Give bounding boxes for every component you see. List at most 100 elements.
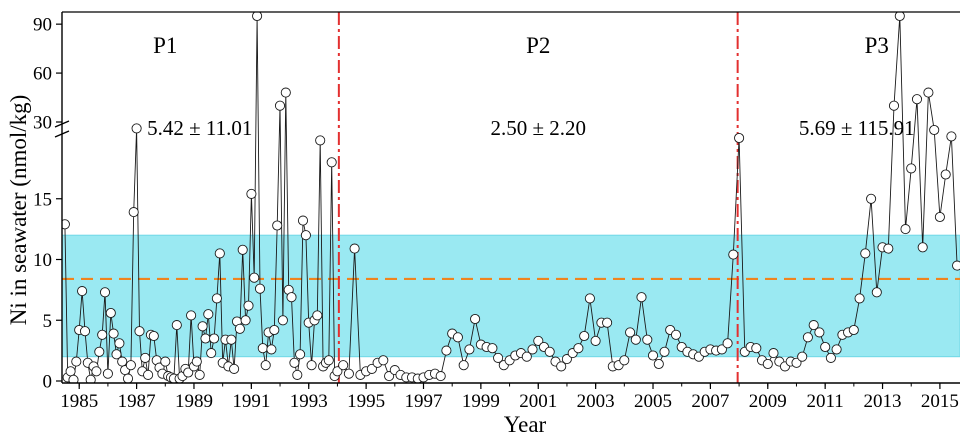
data-point (866, 193, 877, 204)
data-point (579, 330, 590, 342)
period-label-2: P2 (526, 33, 550, 58)
data-point (243, 300, 254, 311)
data-point (762, 358, 773, 370)
x-tick-label: 2013 (864, 391, 902, 412)
data-point (900, 224, 911, 235)
data-point (487, 343, 498, 354)
data-point (894, 12, 905, 22)
data-point (71, 356, 82, 367)
data-point (590, 335, 601, 346)
data-point (108, 328, 119, 339)
data-point (297, 215, 309, 226)
x-tick-label: 2009 (749, 391, 787, 412)
data-point (349, 243, 360, 254)
shaded-band-layer (62, 234, 960, 358)
data-point (249, 272, 260, 283)
data-point (458, 360, 469, 371)
data-point (191, 356, 202, 367)
data-point (929, 124, 940, 136)
data-point (435, 371, 446, 382)
x-tick-label: 1999 (462, 391, 500, 412)
data-point (194, 369, 205, 380)
x-tick-label: 1987 (118, 391, 156, 412)
data-point (952, 260, 960, 271)
data-point (102, 368, 113, 379)
data-point (854, 293, 865, 304)
data-point (751, 343, 762, 354)
data-point (229, 363, 240, 374)
data-point (527, 344, 538, 355)
data-point (452, 332, 463, 343)
data-point (326, 157, 337, 168)
data-point (630, 334, 641, 345)
data-point (602, 317, 613, 328)
data-point (206, 348, 217, 359)
data-point (323, 355, 334, 366)
y-tick-label: 5 (43, 311, 53, 332)
period-stat-3: 5.69 ± 115.91 (799, 116, 915, 140)
data-point (820, 341, 831, 353)
data-point (441, 345, 452, 356)
data-point (122, 373, 134, 383)
data-point (240, 315, 251, 326)
data-point (642, 334, 653, 345)
data-point (647, 350, 659, 361)
data-point (940, 169, 951, 180)
data-point (68, 374, 79, 383)
y-tick-label: 30 (33, 113, 52, 134)
x-tick-label: 1989 (175, 391, 213, 412)
data-point (917, 242, 928, 253)
data-point (848, 324, 859, 336)
data-point (716, 344, 727, 355)
x-axis-title: Year (504, 412, 547, 437)
x-tick-label: 1995 (347, 391, 385, 412)
data-point (292, 369, 303, 380)
data-point (653, 358, 664, 370)
data-point (378, 355, 389, 366)
data-point (343, 368, 354, 379)
x-tick-label: 2003 (577, 391, 615, 412)
data-point (366, 363, 377, 374)
data-point (148, 330, 159, 342)
data-point (266, 344, 277, 355)
data-point (814, 327, 825, 338)
data-point (831, 344, 842, 355)
data-point (200, 333, 211, 344)
data-point (125, 360, 136, 371)
data-point (99, 287, 111, 298)
y-tick-label: 15 (33, 189, 52, 210)
data-point (768, 348, 779, 359)
data-point (797, 351, 808, 362)
data-point (561, 354, 572, 365)
y-tick-label: 90 (33, 15, 52, 36)
data-point (312, 310, 323, 321)
x-tick-label: 2005 (634, 391, 672, 412)
data-point (143, 369, 154, 380)
data-point (883, 243, 894, 254)
period-label-3: P3 (865, 33, 889, 58)
data-point (117, 356, 128, 367)
data-point (670, 329, 682, 340)
y-tick-label: 0 (43, 372, 53, 393)
data-point (131, 123, 142, 134)
data-point (77, 286, 88, 297)
data-point (734, 132, 745, 144)
data-point (636, 292, 647, 303)
data-point (619, 355, 630, 366)
data-point (140, 352, 151, 363)
data-point (659, 346, 670, 357)
data-point (300, 230, 311, 241)
data-point (114, 338, 125, 349)
data-point (274, 100, 286, 111)
data-point (306, 360, 317, 371)
data-point (280, 87, 291, 98)
data-point (521, 351, 532, 362)
data-point (134, 326, 145, 337)
data-point (791, 357, 802, 368)
data-point (289, 357, 300, 368)
data-point (257, 343, 268, 354)
x-tick-label: 2011 (807, 391, 844, 412)
data-point (625, 327, 636, 338)
y-axis-ticks: 0 5 10 15 30 60 90 (33, 15, 62, 393)
